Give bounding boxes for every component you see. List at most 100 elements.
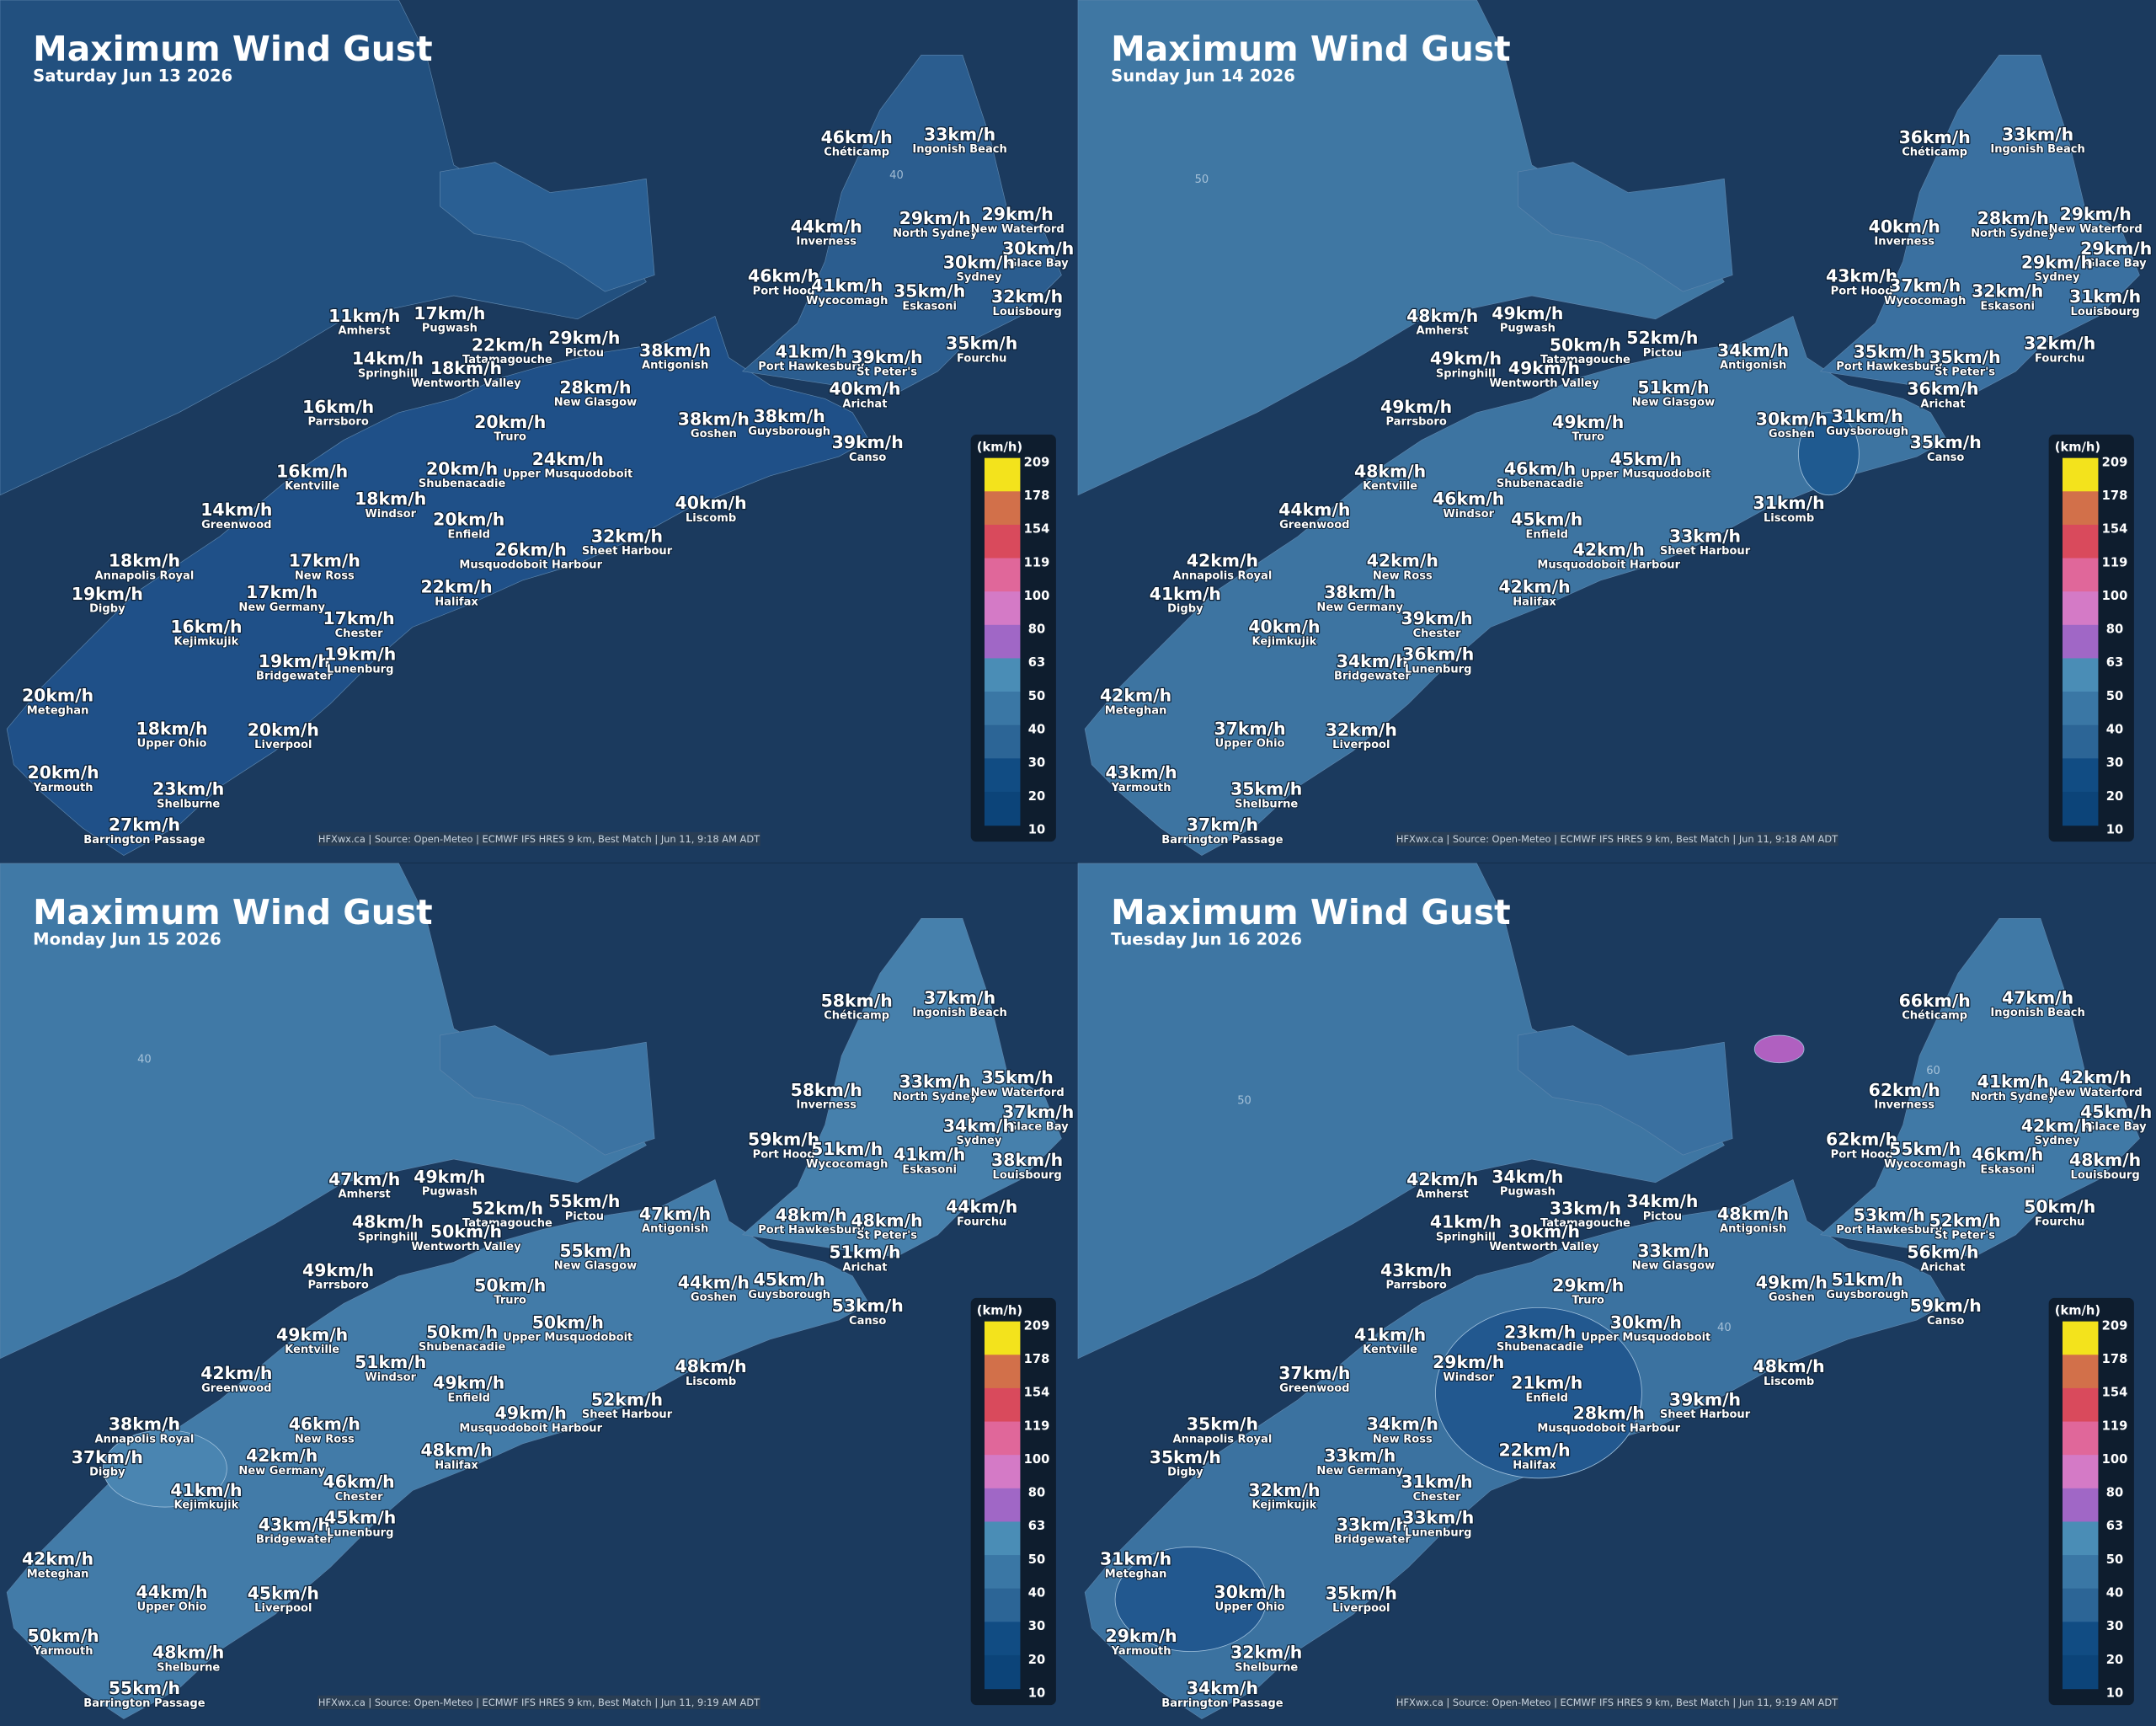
gust-value: 30km/h — [1610, 1312, 1682, 1333]
legend-tick: 80 — [2106, 1486, 2123, 1500]
gust-value: 38km/h — [639, 340, 711, 361]
gust-value: 29km/h — [2021, 252, 2093, 272]
location-name: Pugwash — [422, 1185, 478, 1198]
gust-value: 36km/h — [1402, 644, 1474, 665]
legend-tick: 119 — [2102, 1419, 2128, 1433]
gust-value: 42km/h — [1498, 577, 1570, 597]
location-name: Fourchu — [957, 1216, 1006, 1228]
location-name: Guysborough — [1826, 1289, 1908, 1301]
location-name: Enfield — [1525, 1392, 1568, 1404]
location-name: Sydney — [2035, 271, 2080, 284]
legend-tick: 63 — [2106, 1519, 2123, 1533]
location-name: New Germany — [1316, 1465, 1403, 1478]
gust-value: 59km/h — [748, 1130, 819, 1150]
gust-value: 31km/h — [1401, 1472, 1473, 1492]
location-name: Lunenburg — [327, 663, 393, 676]
gust-value: 38km/h — [678, 409, 750, 429]
location-name: Greenwood — [201, 1382, 271, 1395]
gust-value: 35km/h — [1910, 432, 1982, 452]
gust-value: 22km/h — [1498, 1440, 1570, 1461]
location-name: Goshen — [1769, 428, 1815, 441]
gust-value: 39km/h — [1401, 608, 1473, 628]
location-name: Wentworth Valley — [411, 377, 521, 390]
legend-tick: 10 — [1028, 1686, 1045, 1700]
location-name: Lunenburg — [1405, 663, 1471, 676]
gust-value: 32km/h — [1326, 719, 1397, 740]
location-name: Springhill — [358, 367, 418, 380]
location-name: Sydney — [957, 271, 1002, 284]
gust-value: 49km/h — [276, 1325, 348, 1345]
legend-unit: (km/h) — [2055, 1304, 2100, 1318]
legend-swatch — [2062, 1521, 2099, 1556]
location-name: Upper Musquodoboit — [503, 1332, 632, 1344]
gust-value: 49km/h — [495, 1403, 567, 1424]
location-name: Shubenacadie — [419, 1341, 506, 1354]
legend-swatch — [984, 1321, 1021, 1355]
gust-value: 48km/h — [1753, 1356, 1825, 1376]
legend-swatch — [2062, 624, 2099, 660]
legend-tick: 40 — [1028, 723, 1045, 737]
location-name: St Peter's — [857, 1230, 917, 1242]
contour-label: 60 — [1926, 1065, 1940, 1077]
location-name: Liverpool — [254, 1602, 312, 1615]
location-name: New Waterford — [971, 1087, 1065, 1099]
gust-value: 37km/h — [72, 1447, 143, 1467]
gust-value: 49km/h — [1508, 358, 1580, 378]
location-name: New Germany — [238, 601, 325, 614]
land-cape-breton — [1819, 54, 2140, 394]
gust-value: 35km/h — [1854, 341, 1925, 361]
location-name: Musquodoboit Harbour — [459, 558, 602, 571]
location-name: Tatamagouche — [462, 354, 552, 366]
location-name: Shubenacadie — [1497, 1341, 1584, 1354]
map-date: Saturday Jun 13 2026 — [33, 66, 232, 85]
location-name: Bridgewater — [1334, 671, 1411, 683]
location-name: Wentworth Valley — [1489, 1241, 1599, 1253]
location-name: Amherst — [339, 1189, 391, 1201]
location-name: New Waterford — [2049, 223, 2143, 236]
location-name: Shubenacadie — [419, 478, 506, 490]
location-name: Meteghan — [1105, 1568, 1167, 1580]
location-name: Canso — [849, 452, 886, 464]
legend-swatch — [984, 1521, 1021, 1556]
location-name: Fourchu — [2035, 1216, 2084, 1228]
gust-value: 33km/h — [1637, 1241, 1709, 1261]
location-name: Liscomb — [1764, 512, 1814, 525]
gust-value: 36km/h — [1899, 127, 1971, 147]
gust-value: 17km/h — [323, 608, 395, 628]
legend-swatch — [984, 724, 1021, 759]
location-name: Windsor — [1443, 508, 1494, 521]
location-name: Canso — [1927, 452, 1964, 464]
location-name: Tatamagouche — [462, 1217, 552, 1230]
location-name: Upper Ohio — [137, 738, 207, 751]
location-name: Ingonish Beach — [1990, 143, 2084, 156]
legend-swatch — [984, 1455, 1021, 1489]
legend-swatch — [984, 1387, 1021, 1423]
legend-swatch — [984, 624, 1021, 660]
location-name: Inverness — [1874, 236, 1935, 248]
gust-value: 35km/h — [1150, 1447, 1221, 1467]
gust-value: 52km/h — [1929, 1210, 2000, 1231]
location-name: Port Hawkesbury — [1836, 361, 1943, 373]
location-name: Upper Ohio — [137, 1601, 207, 1614]
location-name: Pictou — [1643, 347, 1682, 360]
location-name: Springhill — [1436, 367, 1496, 380]
gust-value: 42km/h — [1406, 1169, 1478, 1189]
location-name: Truro — [494, 430, 526, 443]
location-name: Annapolis Royal — [1173, 1433, 1273, 1445]
location-name: Louisbourg — [993, 1169, 1062, 1182]
legend-tick: 30 — [1028, 1619, 1045, 1633]
gust-value: 20km/h — [426, 458, 498, 478]
gust-value: 42km/h — [1573, 540, 1645, 560]
location-name: Wycocomagh — [806, 295, 888, 307]
gust-value: 33km/h — [899, 1071, 971, 1092]
gust-value: 41km/h — [776, 341, 847, 361]
location-name: Lunenburg — [327, 1526, 393, 1539]
gust-value: 49km/h — [302, 1260, 374, 1280]
location-name: Glace Bay — [1008, 258, 1069, 270]
gust-value: 33km/h — [1337, 1515, 1408, 1535]
legend-swatch — [984, 1555, 1021, 1590]
legend-tick: 100 — [2102, 589, 2128, 603]
location-name: North Sydney — [1971, 1091, 2056, 1103]
location-name: Upper Musquodoboit — [503, 468, 632, 481]
